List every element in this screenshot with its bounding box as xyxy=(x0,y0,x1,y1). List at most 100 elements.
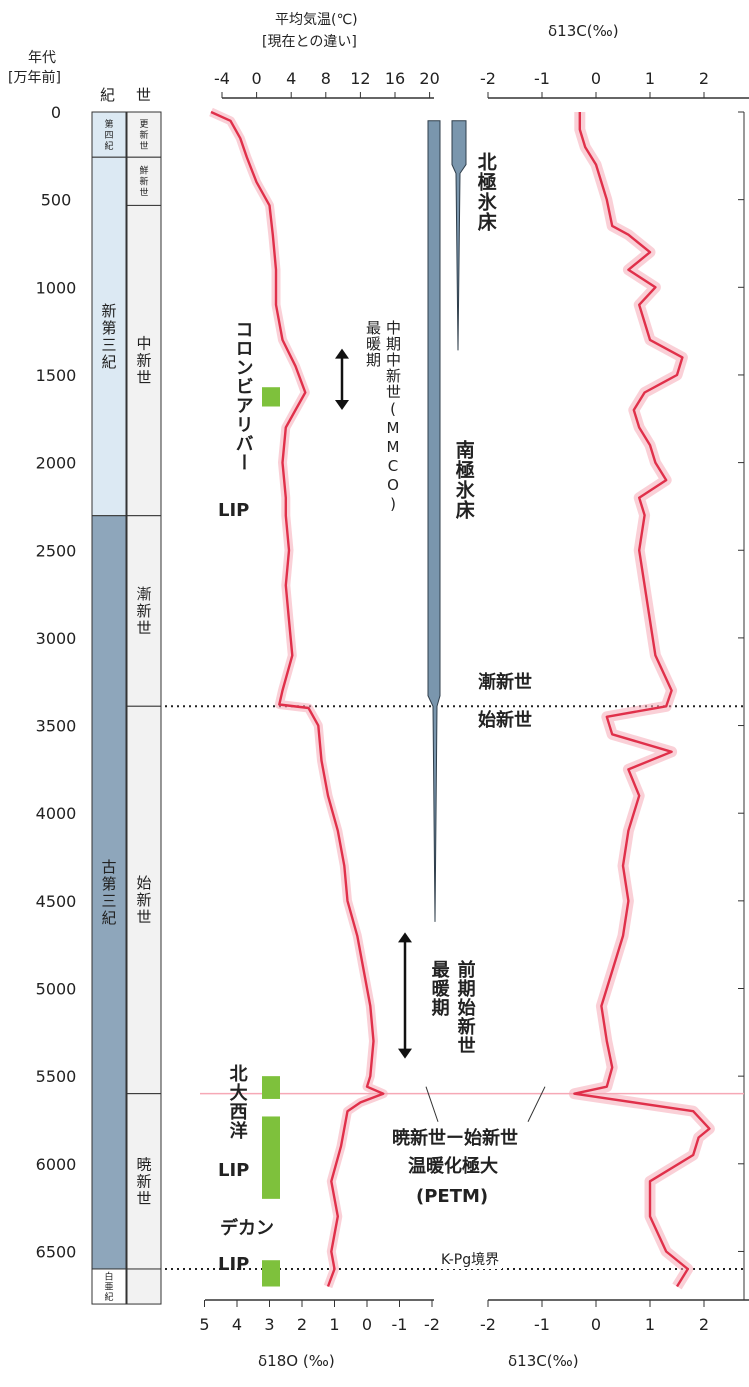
epoch-label-char: 新 xyxy=(136,602,151,620)
epoch-label-char: 新 xyxy=(139,129,148,141)
epoch-label-char: 新 xyxy=(136,891,151,909)
petm-label-line3: (PETM) xyxy=(416,1186,489,1207)
d13c-top-tick-label: 0 xyxy=(591,69,601,88)
oligocene-boundary-label: 漸新世 xyxy=(478,672,532,693)
temperature-tick-label: 12 xyxy=(350,69,370,88)
temperature-header-line2: [現在との違い] xyxy=(262,34,357,50)
d13c-curve xyxy=(573,112,711,1288)
petm-label-line1: 暁新世ー始新世 xyxy=(392,1128,518,1149)
mmco-label-line2: 最暖期 xyxy=(364,320,382,368)
petm-label-line2: 温暖化極大 xyxy=(408,1156,498,1177)
epoch-label-char: 新 xyxy=(136,1172,151,1190)
deccan-lip-label: LIP xyxy=(218,1254,250,1275)
temperature-header-line1: 平均気温(℃) xyxy=(275,12,358,28)
age-tick-label: 3500 xyxy=(36,717,77,736)
age-header-line2: [万年前] xyxy=(8,70,61,86)
d18o-tick-label: 3 xyxy=(264,1315,274,1334)
period-label-char: 三 xyxy=(101,336,116,354)
eeco-label-line2: 最暖期 xyxy=(428,960,450,1017)
period-label-char: 白 xyxy=(104,1270,113,1282)
mmco-range-arrow-head-top xyxy=(335,348,349,359)
d18o-tick-label: 2 xyxy=(297,1315,307,1334)
epoch-label-char: 世 xyxy=(139,140,148,152)
d18o-bottom-label: δ18O (‰) xyxy=(258,1352,335,1370)
d18o-tick-label: -1 xyxy=(392,1315,408,1334)
period-label-char: 紀 xyxy=(104,140,113,152)
deccan-lip-bar xyxy=(262,1260,280,1287)
columbia-river-label: コロンビアリバー xyxy=(232,320,254,472)
age-tick-label: 5000 xyxy=(36,980,77,999)
petm-pointer-right xyxy=(527,1086,546,1122)
south-ice-sheet-label: 南極氷床 xyxy=(452,440,475,520)
period-label-char: 古 xyxy=(101,858,116,876)
d13c-bottom-tick-label: -2 xyxy=(480,1315,496,1334)
age-tick-label: 0 xyxy=(51,103,61,122)
north-ice-sheet-label: 北極氷床 xyxy=(474,152,497,232)
period-label-char: 三 xyxy=(101,892,116,910)
period-label-char: 亜 xyxy=(104,1282,113,1293)
epoch-label-char: 始 xyxy=(136,874,151,892)
d13c-bottom-tick-label: 1 xyxy=(645,1315,655,1334)
age-header-line1: 年代 xyxy=(28,50,56,66)
d13c-top-tick-label: -1 xyxy=(534,69,550,88)
epoch-label-char: 暁 xyxy=(136,1155,151,1173)
d18o-tick-label: -2 xyxy=(424,1315,440,1334)
epoch-label-char: 新 xyxy=(136,352,151,370)
age-tick-label: 3000 xyxy=(36,629,77,648)
d13c-top-tick-label: 1 xyxy=(645,69,655,88)
temperature-tick-label: 0 xyxy=(252,69,262,88)
d13c-bottom-tick-label: 2 xyxy=(699,1315,709,1334)
period-box xyxy=(91,515,127,1270)
period-label-char: 新 xyxy=(101,302,116,320)
period-label-char: 第 xyxy=(104,118,113,130)
eeco-range-arrow-head-top xyxy=(398,932,412,943)
d13c-bottom-tick-label: -1 xyxy=(534,1315,550,1334)
period-label-char: 四 xyxy=(104,131,113,141)
north-atlantic-lip-bar-2 xyxy=(262,1116,280,1199)
eeco-range-arrow-head-bottom xyxy=(398,1048,412,1059)
d18o-tick-label: 0 xyxy=(362,1315,372,1334)
d13c-top-header: δ13C(‰) xyxy=(548,22,619,40)
antarctic-ice-sheet-bar xyxy=(427,120,441,922)
age-tick-label: 2500 xyxy=(36,541,77,560)
age-tick-label: 5500 xyxy=(36,1067,77,1086)
temperature-tick-label: -4 xyxy=(214,69,230,88)
age-tick-label: 1000 xyxy=(36,278,77,297)
period-box xyxy=(91,1268,127,1305)
epoch-label-char: 漸 xyxy=(136,585,151,603)
epoch-box xyxy=(126,156,162,206)
epoch-label-char: 中 xyxy=(136,335,151,353)
temperature-tick-label: 16 xyxy=(385,69,405,88)
d13c-top-tick-label: -2 xyxy=(480,69,496,88)
mmco-label-line1: 中期中新世(MMCO) xyxy=(384,320,402,514)
d18o-tick-label: 1 xyxy=(329,1315,339,1334)
deccan-label: デカン xyxy=(220,1218,274,1239)
eocene-boundary-label: 始新世 xyxy=(478,710,532,731)
epoch-label-char: 世 xyxy=(136,369,151,387)
temperature-tick-label: 20 xyxy=(419,69,439,88)
epoch-box xyxy=(126,515,162,707)
north-atlantic-lip-label: LIP xyxy=(218,1160,250,1181)
columbia-river-lip-bar xyxy=(262,387,280,407)
north-atlantic-label: 北大西洋 xyxy=(226,1064,248,1140)
epoch-header: 世 xyxy=(136,86,152,104)
d18o-tick-label: 4 xyxy=(232,1315,242,1334)
kpg-boundary-label: K-Pg境界 xyxy=(438,1252,503,1269)
period-label-char: 紀 xyxy=(101,909,116,927)
temperature-tick-label: 8 xyxy=(321,69,331,88)
age-tick-label: 500 xyxy=(41,191,72,210)
period-label-char: 第 xyxy=(101,875,116,893)
d13c-top-tick-label: 2 xyxy=(699,69,709,88)
d13c-bottom-tick-label: 0 xyxy=(591,1315,601,1334)
epoch-label-char: 鮮 xyxy=(139,165,148,177)
age-tick-label: 6000 xyxy=(36,1155,77,1174)
period-header: 紀 xyxy=(100,86,116,104)
epoch-label-char: 更 xyxy=(139,119,148,130)
period-label-char: 紀 xyxy=(104,1291,113,1303)
period-box xyxy=(91,111,127,158)
mmco-range-arrow-head-bottom xyxy=(335,400,349,411)
epoch-label-char: 世 xyxy=(136,1189,151,1207)
epoch-label-char: 世 xyxy=(136,908,151,926)
